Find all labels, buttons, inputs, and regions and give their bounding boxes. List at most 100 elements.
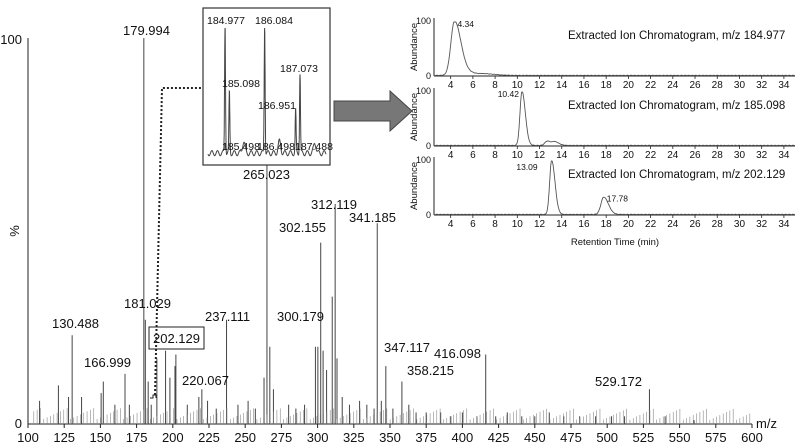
x-tick-label: 300 bbox=[307, 430, 329, 445]
eic-x-tick-label: 26 bbox=[689, 150, 701, 161]
eic-trace bbox=[433, 160, 795, 216]
eic-x-tick-label: 24 bbox=[667, 219, 679, 230]
peak-label: 347.117 bbox=[384, 340, 430, 355]
eic-x-tick-label: 4 bbox=[448, 219, 454, 230]
eic-x-tick-label: 8 bbox=[492, 80, 498, 91]
eic-x-tick-label: 32 bbox=[756, 80, 768, 91]
x-tick-label: 575 bbox=[705, 430, 727, 445]
mass-spectrum-peaks bbox=[33, 38, 751, 424]
eic-x-tick-label: 32 bbox=[756, 150, 768, 161]
x-tick-label: 425 bbox=[488, 430, 510, 445]
peak-label: 237.111 bbox=[205, 309, 250, 324]
eic-x-tick-label: 28 bbox=[712, 80, 724, 91]
eic-x-tick-label: 10 bbox=[512, 150, 524, 161]
peak-label: 341.185 bbox=[349, 210, 396, 225]
x-tick-label: 375 bbox=[415, 430, 437, 445]
eic-x-tick-label: 14 bbox=[556, 150, 568, 161]
eic-x-label: Retention Time (min) bbox=[571, 237, 659, 248]
peak-label: 220.067 bbox=[182, 373, 229, 388]
eic-x-tick-label: 16 bbox=[578, 150, 590, 161]
zoom-inset-trace bbox=[207, 27, 327, 157]
eic-x-tick-label: 24 bbox=[667, 80, 679, 91]
x-axis-label: m/z bbox=[756, 416, 777, 431]
peak-label: 416.098 bbox=[434, 346, 481, 361]
x-tick-label: 525 bbox=[633, 430, 655, 445]
zoom-inset-line bbox=[207, 27, 327, 157]
peak-label: 130.488 bbox=[52, 316, 99, 331]
eic-panel: 100 0 Abundance Extracted Ion Chromatogram,… bbox=[409, 155, 795, 230]
eic-trace bbox=[433, 91, 795, 147]
eic-title: Extracted Ion Chromatogram, m/z 184.977 bbox=[568, 30, 785, 42]
zoom-inset-labels: 184.977 185.098 185.498 186.084 186.498 186.9… bbox=[207, 15, 333, 153]
eic-peak-label: 4.34 bbox=[457, 19, 474, 29]
eic-x-tick-label: 34 bbox=[778, 80, 790, 91]
eic-x-tick-label: 8 bbox=[492, 150, 498, 161]
x-tick-label: 450 bbox=[524, 430, 546, 445]
eic-title: Extracted Ion Chromatogram, m/z 202.129 bbox=[568, 169, 785, 181]
zoom-peak-label: 184.977 bbox=[207, 15, 245, 27]
eic-x-tick-label: 22 bbox=[645, 150, 657, 161]
peak-label: 202.129 bbox=[153, 331, 200, 346]
eic-x-tick-label: 6 bbox=[470, 80, 476, 91]
eic-x-tick-label: 30 bbox=[734, 80, 746, 91]
eic-y-tick-100: 100 bbox=[416, 155, 431, 165]
peak-label: 265.023 bbox=[243, 167, 290, 182]
zoom-leader bbox=[150, 87, 203, 399]
eic-x-tick-label: 24 bbox=[667, 150, 679, 161]
zoom-peak-label: 187.073 bbox=[280, 63, 318, 75]
eic-x-tick-label: 10 bbox=[512, 80, 524, 91]
eic-x-tick-label: 18 bbox=[601, 80, 613, 91]
highlight-box bbox=[148, 326, 205, 350]
x-tick-label: 225 bbox=[198, 430, 220, 445]
eic-x-tick-label: 14 bbox=[556, 219, 568, 230]
x-tick-label: 125 bbox=[53, 430, 75, 445]
x-tick-label: 275 bbox=[271, 430, 293, 445]
peak-label: 529.172 bbox=[595, 374, 642, 389]
mass-spectrum-x-ticks: 100 125 150 175 200 225 250 275 300 325 350 375 400 4… bbox=[17, 424, 763, 445]
x-tick-label: 550 bbox=[669, 430, 691, 445]
y-axis-label: % bbox=[7, 225, 22, 237]
eic-y-tick-0: 0 bbox=[426, 141, 431, 151]
x-tick-label: 100 bbox=[17, 430, 39, 445]
zoom-peak-label: 187.488 bbox=[295, 141, 333, 153]
eic-peak-label: 13.09 bbox=[516, 162, 538, 172]
eic-y-label: Abundance bbox=[409, 93, 420, 141]
eic-x-tick-label: 4 bbox=[448, 80, 454, 91]
eic-x-tick-label: 28 bbox=[712, 150, 724, 161]
x-tick-label: 400 bbox=[452, 430, 474, 445]
eic-x-tick-label: 20 bbox=[623, 80, 635, 91]
eic-x-tick-label: 16 bbox=[578, 80, 590, 91]
x-tick-label: 175 bbox=[126, 430, 148, 445]
y-tick-0: 0 bbox=[15, 416, 22, 431]
y-tick-100: 100 bbox=[0, 32, 22, 47]
eic-x-tick-label: 26 bbox=[689, 80, 701, 91]
x-tick-label: 500 bbox=[596, 430, 618, 445]
eic-x-tick-label: 8 bbox=[492, 219, 498, 230]
eic-x-tick-label: 16 bbox=[578, 219, 590, 230]
x-tick-label: 150 bbox=[90, 430, 112, 445]
eic-x-tick-label: 22 bbox=[645, 219, 657, 230]
eic-y-tick-100: 100 bbox=[416, 16, 431, 26]
x-tick-label: 600 bbox=[741, 430, 763, 445]
eic-x-tick-label: 12 bbox=[534, 219, 546, 230]
x-tick-label: 350 bbox=[379, 430, 401, 445]
eic-trace bbox=[433, 21, 795, 77]
eic-y-tick-100: 100 bbox=[416, 86, 431, 96]
zoom-peak-label: 186.084 bbox=[255, 15, 293, 27]
eic-x-tick-label: 20 bbox=[623, 219, 635, 230]
eic-x-tick-label: 30 bbox=[734, 150, 746, 161]
eic-x-tick-label: 6 bbox=[470, 219, 476, 230]
eic-x-tick-label: 26 bbox=[689, 219, 701, 230]
eic-x-tick-label: 34 bbox=[778, 150, 790, 161]
peak-label: 300.179 bbox=[277, 309, 324, 324]
eic-x-tick-label: 22 bbox=[645, 80, 657, 91]
eic-y-label: Abundance bbox=[409, 162, 420, 210]
arrow-icon bbox=[333, 89, 413, 133]
eic-x-tick-label: 28 bbox=[712, 219, 724, 230]
x-tick-label: 475 bbox=[560, 430, 582, 445]
eic-x-tick-label: 6 bbox=[470, 150, 476, 161]
eic-x-tick-label: 10 bbox=[512, 219, 524, 230]
eic-y-tick-0: 0 bbox=[426, 71, 431, 81]
eic-x-tick-label: 4 bbox=[448, 150, 454, 161]
